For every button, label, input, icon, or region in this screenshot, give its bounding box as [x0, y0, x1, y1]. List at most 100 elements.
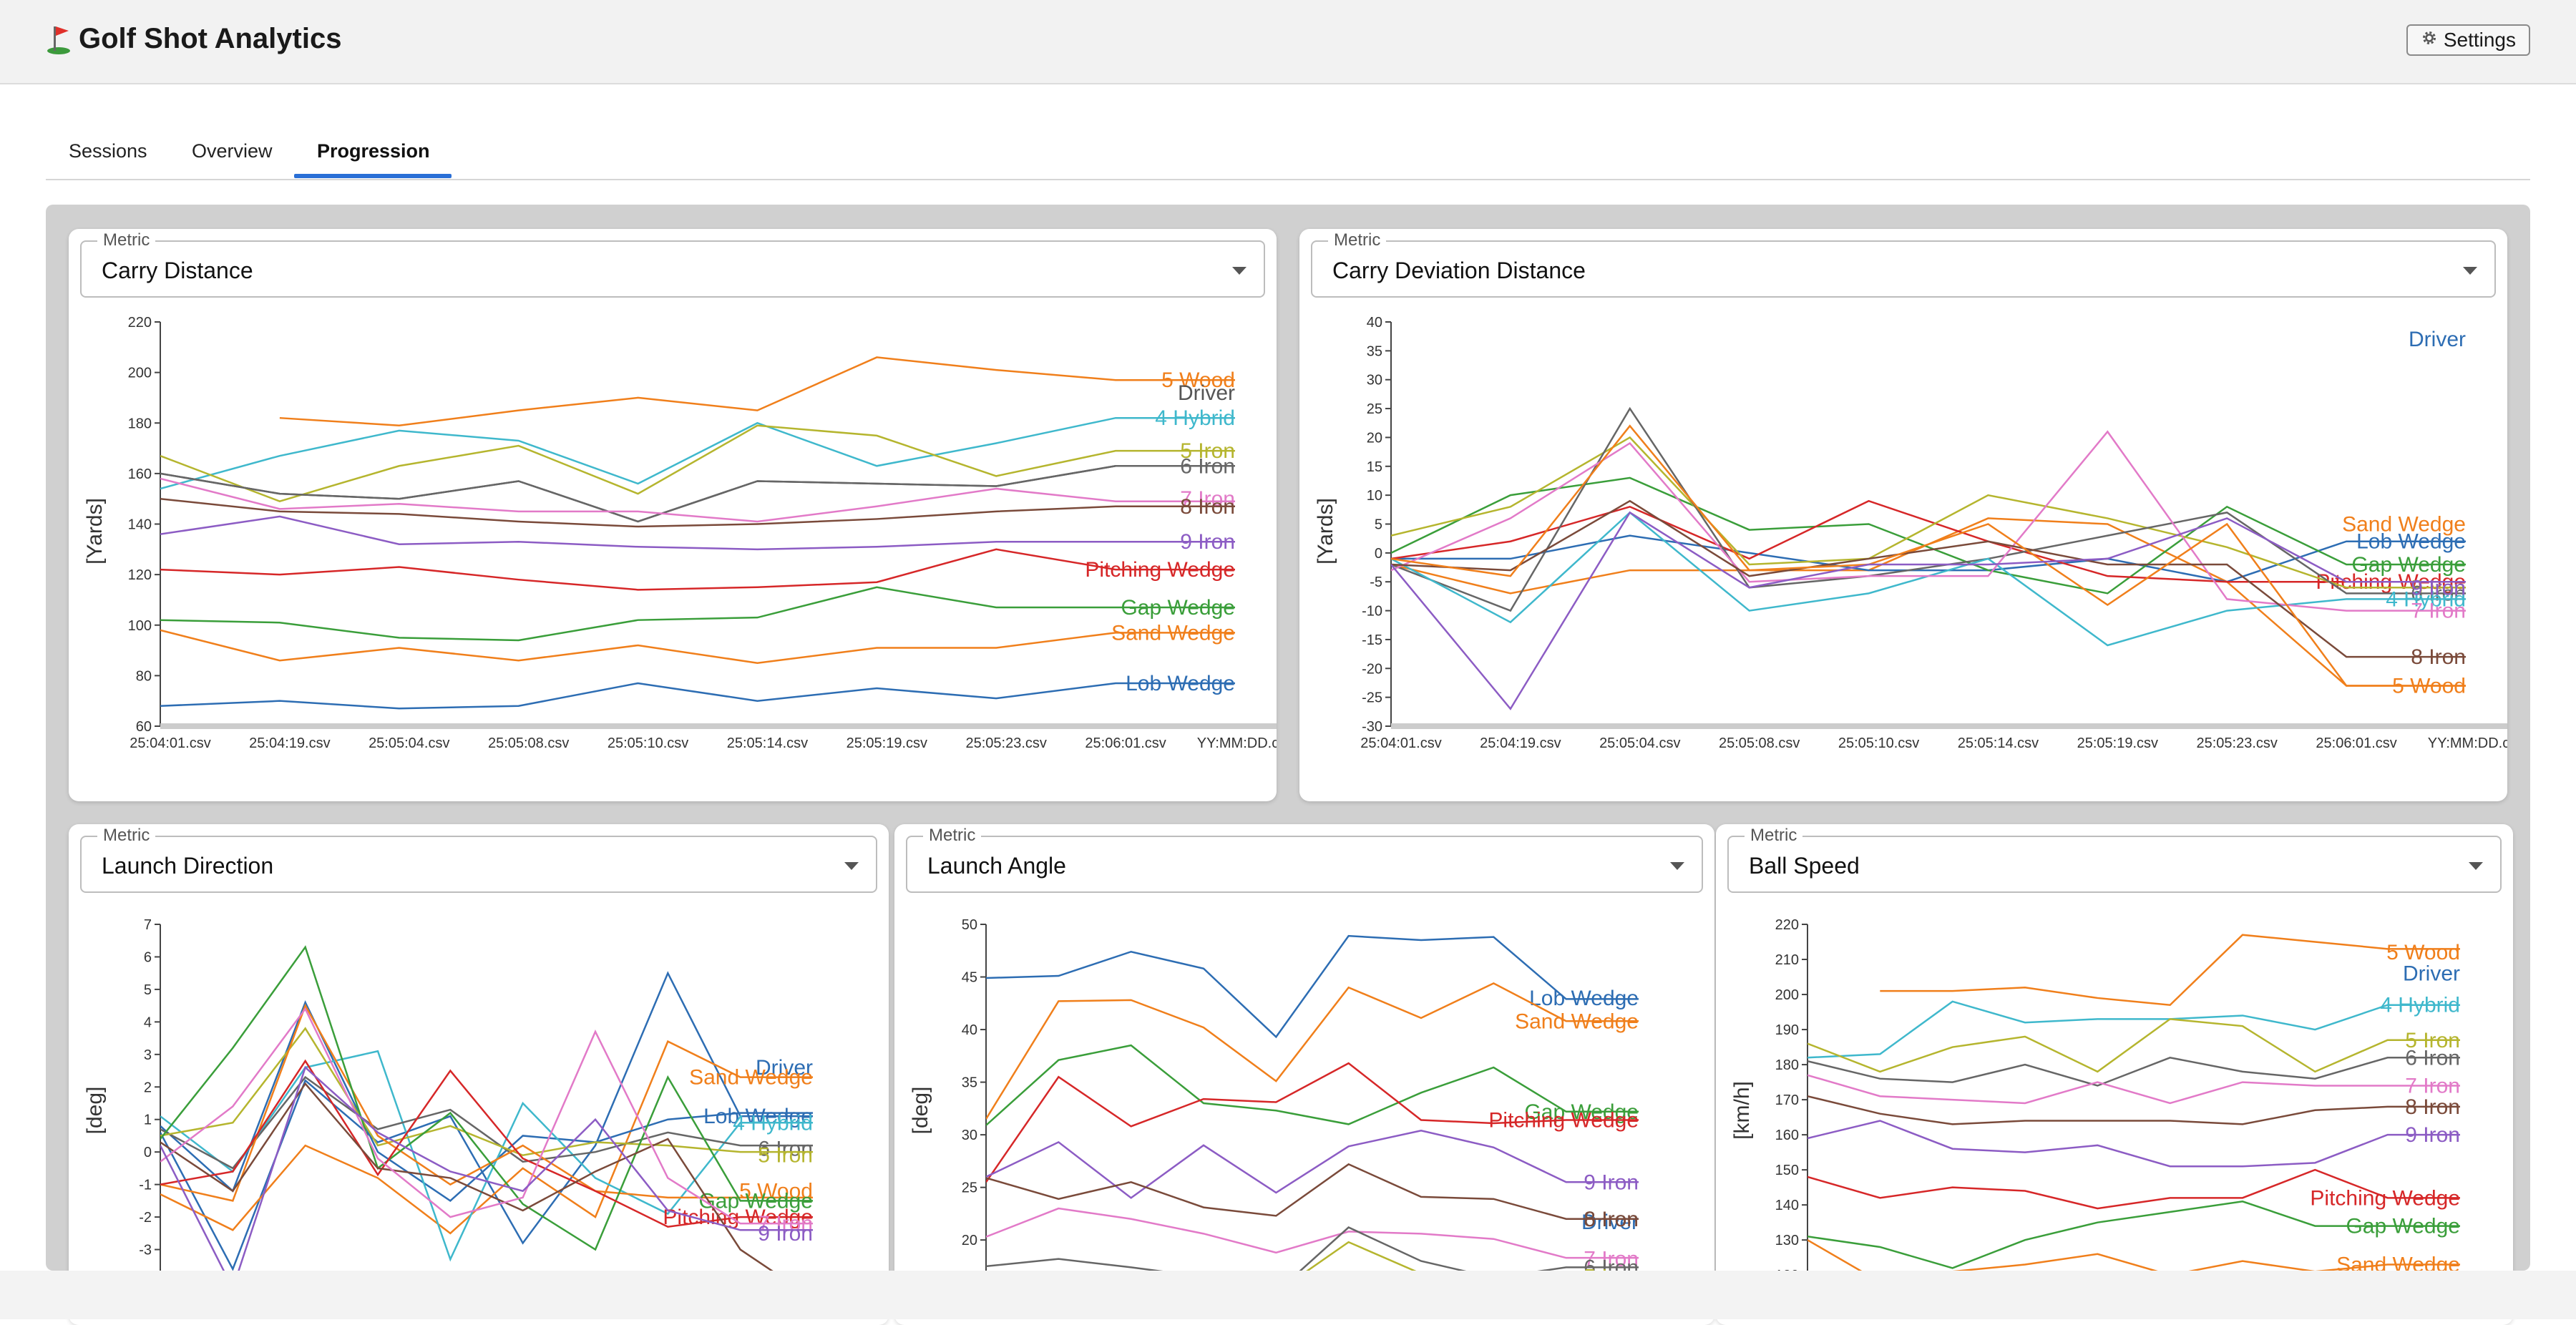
- series-line: [160, 945, 813, 1251]
- y-tick-label: 130: [1775, 1233, 1799, 1248]
- series-line: [1807, 1168, 2460, 1210]
- x-tick-label: 25:04:01.csv: [1360, 735, 1441, 751]
- series-label: 4 Hybrid: [2380, 994, 2460, 1017]
- y-tick-label: 100: [128, 618, 152, 634]
- top-bar: Golf Shot Analytics Settings: [0, 0, 2576, 84]
- series-line: [1391, 499, 2466, 583]
- y-tick-label: 200: [1775, 987, 1799, 1003]
- y-tick-label: 80: [136, 668, 152, 684]
- y-axis-label: [Yards]: [1314, 498, 1337, 564]
- series-line: [1807, 1074, 2460, 1105]
- series-label: 6 Iron: [1180, 454, 1235, 478]
- x-tick-label: YY:MM:DD.csv: [2428, 735, 2507, 751]
- y-tick-label: 120: [128, 567, 152, 583]
- series-label: Lob Wedge: [1126, 672, 1235, 695]
- series-line: [1807, 1056, 2460, 1087]
- series-line: [160, 424, 1235, 503]
- series-label: Sand Wedge: [1111, 621, 1235, 645]
- x-tick-label: 25:05:19.csv: [2077, 735, 2158, 751]
- series-label: 8 Iron: [2405, 1095, 2460, 1119]
- x-tick-label: 25:05:04.csv: [1599, 735, 1680, 751]
- metric-select[interactable]: Metric Carry Distance: [80, 230, 1265, 298]
- series-label: Driver: [756, 1056, 813, 1080]
- y-tick-label: 10: [1367, 488, 1382, 504]
- y-tick-label: 190: [1775, 1022, 1799, 1038]
- y-tick-label: 40: [962, 1022, 977, 1038]
- app-title: Golf Shot Analytics: [44, 23, 341, 55]
- y-tick-label: 150: [1775, 1163, 1799, 1178]
- tab-progression[interactable]: Progression: [317, 140, 430, 162]
- series-line: [160, 999, 813, 1202]
- x-tick-label: 25:04:19.csv: [249, 735, 330, 751]
- x-tick-label: 25:06:01.csv: [1085, 735, 1166, 751]
- y-tick-label: 40: [1367, 315, 1382, 331]
- y-tick-label: 7: [144, 917, 152, 933]
- y-tick-label: -5: [1370, 575, 1382, 590]
- series-line: [986, 1207, 1639, 1259]
- y-tick-label: 3: [144, 1047, 152, 1063]
- series-line: [160, 1003, 813, 1202]
- chevron-down-icon: [2463, 267, 2477, 275]
- series-line: [1807, 1095, 2460, 1125]
- series-label: 7 Iron: [2411, 600, 2466, 623]
- x-tick-label: YY:MM:DD.csv: [1197, 735, 1277, 751]
- series-label: 9 Iron: [1584, 1170, 1639, 1194]
- y-tick-label: 140: [1775, 1198, 1799, 1213]
- series-label: 8 Iron: [1180, 495, 1235, 519]
- series-line: [160, 477, 1235, 523]
- series-label: Driver: [2403, 962, 2460, 986]
- carry-distance-chart: 60 80 100 120 140 160 180 200 220 [Yards] 25:04:01…: [83, 315, 1277, 751]
- series-line: [1391, 424, 2466, 687]
- series-label: 7 Iron: [758, 1212, 813, 1236]
- series-label: Sand Wedge: [1515, 1009, 1639, 1033]
- series-line: [160, 1007, 813, 1225]
- series-label: 5 Wood: [1161, 368, 1235, 392]
- app-title-text: Golf Shot Analytics: [79, 23, 342, 54]
- series-line: [1391, 511, 2466, 710]
- y-tick-label: 4: [144, 1014, 152, 1030]
- y-tick-label: -3: [139, 1243, 152, 1258]
- x-tick-label: 25:05:14.csv: [1958, 735, 2039, 751]
- x-tick-label: 25:05:23.csv: [966, 735, 1047, 751]
- y-tick-label: -10: [1362, 604, 1382, 620]
- y-tick-label: 0: [144, 1145, 152, 1160]
- y-tick-label: 1: [144, 1113, 152, 1128]
- y-tick-label: -2: [139, 1210, 152, 1226]
- series-label: 4 Hybrid: [2386, 587, 2466, 611]
- series-label: 9 Iron: [2405, 1123, 2460, 1147]
- series-line: [1807, 1000, 2460, 1059]
- series-line: [160, 416, 1235, 490]
- metric-select[interactable]: Metric Carry Deviation Distance: [1311, 230, 2496, 298]
- tab-overview[interactable]: Overview: [192, 140, 273, 162]
- x-tick-label: 25:05:23.csv: [2197, 735, 2278, 751]
- y-axis-label: [km/h]: [1730, 1081, 1754, 1140]
- y-tick-label: 60: [136, 719, 152, 735]
- metric-select[interactable]: Metric Launch Direction: [80, 826, 877, 893]
- y-tick-label: 20: [962, 1233, 977, 1248]
- metric-select[interactable]: Metric Ball Speed: [1727, 826, 2502, 893]
- tab-sessions[interactable]: Sessions: [69, 140, 147, 162]
- series-label: Pitching Wedge: [663, 1206, 813, 1229]
- series-label: 6 Iron: [2405, 1046, 2460, 1070]
- series-line: [160, 497, 1235, 528]
- series-label: 5 Iron: [2411, 576, 2466, 600]
- series-label: 5 Wood: [2386, 941, 2460, 964]
- metric-select-value: Launch Angle: [927, 853, 1066, 879]
- series-line: [1391, 406, 2466, 612]
- series-line: [1391, 476, 2466, 595]
- series-label: 8 Iron: [2411, 645, 2466, 669]
- settings-button[interactable]: Settings: [2406, 24, 2530, 56]
- series-label: 9 Iron: [1180, 530, 1235, 554]
- y-tick-label: 5: [1375, 517, 1382, 533]
- y-tick-label: 160: [128, 466, 152, 482]
- x-tick-label: 25:05:08.csv: [1719, 735, 1800, 751]
- x-tick-label: 25:06:01.csv: [2316, 735, 2396, 751]
- series-label: Lob Wedge: [2356, 530, 2466, 554]
- metric-select[interactable]: Metric Launch Angle: [906, 826, 1703, 893]
- series-line: [160, 629, 1235, 664]
- y-axis-label: [deg]: [83, 1087, 107, 1135]
- progression-board: Metric Carry Distance 60 80 100 120 140 160 18…: [46, 205, 2530, 1325]
- y-tick-label: 6: [144, 949, 152, 965]
- y-tick-label: 50: [962, 917, 977, 933]
